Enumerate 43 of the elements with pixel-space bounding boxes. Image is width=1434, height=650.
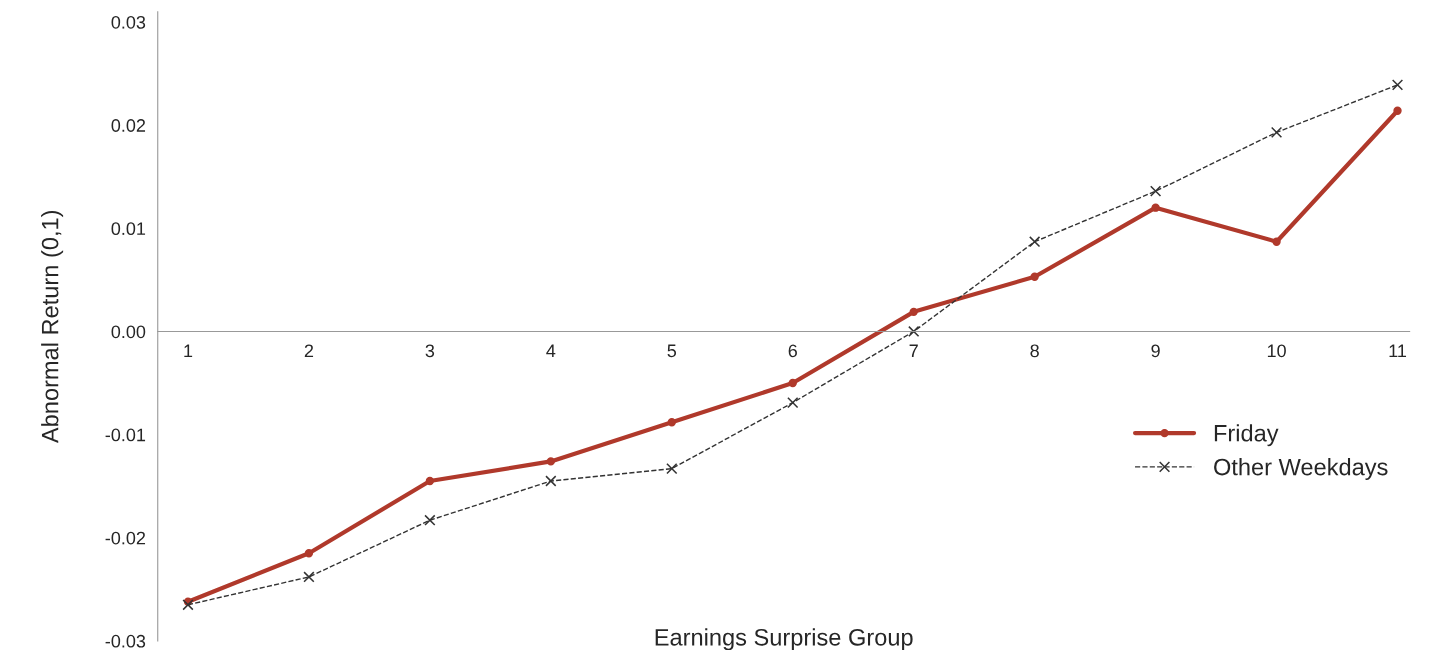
y-tick-label: -0.03 <box>105 634 146 648</box>
point <box>424 514 436 526</box>
point <box>182 599 194 611</box>
legend-label: Other Weekdays <box>1214 458 1388 481</box>
point <box>909 307 918 317</box>
x-tick-label: 9 <box>1151 344 1160 358</box>
point <box>667 418 676 427</box>
point <box>1391 79 1404 91</box>
point <box>1149 185 1162 197</box>
y-tick-label: 0.00 <box>111 325 146 339</box>
x-axis-title: Earnings Surprise Group <box>655 628 913 650</box>
y-axis-title: Abnormal Return (0,1) <box>41 210 64 444</box>
point <box>908 325 920 338</box>
y-tick-label: -0.02 <box>105 531 146 545</box>
point <box>546 457 556 466</box>
x-tick-label: 10 <box>1267 344 1286 358</box>
x-tick-label: 4 <box>546 344 556 358</box>
y-tick-label: 0.01 <box>111 222 146 236</box>
point <box>1029 236 1041 248</box>
x-tick-label: 3 <box>425 344 435 358</box>
point <box>1151 203 1160 212</box>
x-tick-label: 11 <box>1389 344 1407 358</box>
y-tick-label: 0.02 <box>111 119 146 132</box>
point <box>1270 126 1283 139</box>
point <box>666 463 678 475</box>
point <box>1393 106 1402 115</box>
point <box>1030 272 1039 281</box>
point <box>304 549 314 558</box>
x-tick-label: 5 <box>667 344 677 358</box>
x-tick-label: 2 <box>304 344 314 358</box>
point <box>788 378 797 388</box>
x-tick-label: 6 <box>788 344 797 358</box>
point <box>425 476 435 486</box>
point <box>1272 237 1281 246</box>
point <box>545 475 557 487</box>
point <box>303 571 315 583</box>
x-tick-label: 7 <box>909 344 918 358</box>
point <box>787 397 799 409</box>
legend-label: Friday <box>1214 424 1279 447</box>
x-tick-label: 8 <box>1030 344 1039 358</box>
x-tick-label: 1 <box>184 344 193 358</box>
y-tick-label: -0.01 <box>105 428 146 442</box>
y-tick-label: 0.03 <box>111 15 146 29</box>
